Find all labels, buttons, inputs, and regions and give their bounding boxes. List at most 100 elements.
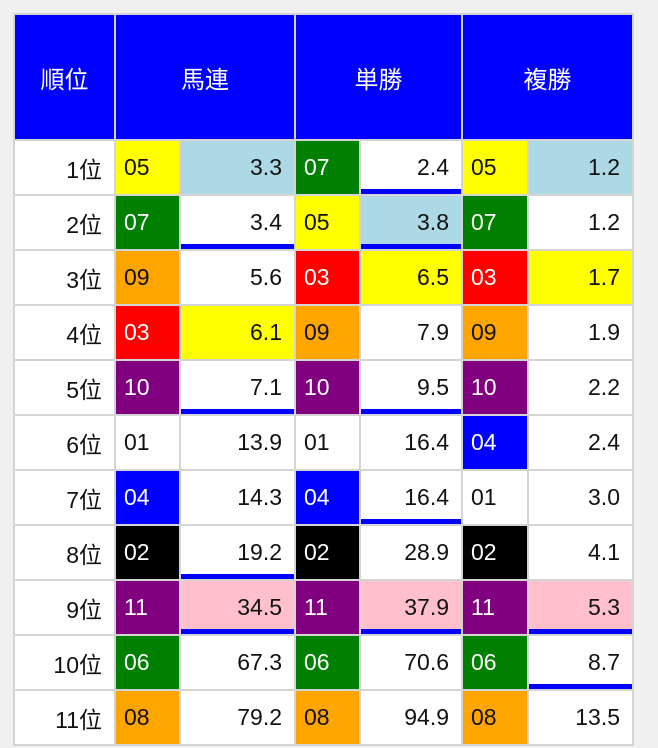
odds-text: 3.8 [417,209,449,235]
rank-cell: 8位 [13,524,116,581]
odds-text: 8.7 [588,649,620,675]
odds-text: 3.3 [250,154,282,180]
tansho-odds-value: 2.4 [359,139,463,196]
odds-text: 1.9 [588,319,620,345]
umaren-horse-number: 04 [114,469,181,526]
rank-cell: 1位 [13,139,116,196]
umaren-horse-number: 01 [114,414,181,471]
fukusho-horse-number: 11 [461,579,529,636]
umaren-horse-number: 07 [114,194,181,251]
odds-text: 3.0 [588,484,620,510]
tansho-horse-number: 05 [294,194,361,251]
odds-text: 16.4 [404,429,449,455]
rank-cell: 9位 [13,579,116,636]
umaren-odds-value: 13.9 [179,414,296,471]
table-row: 11位 08 79.2 08 94.9 08 13.5 [13,689,634,746]
odds-text: 5.3 [588,594,620,620]
rank-cell: 5位 [13,359,116,416]
odds-text: 1.7 [588,264,620,290]
tansho-odds-value: 6.5 [359,249,463,306]
fukusho-horse-number: 06 [461,634,529,691]
fukusho-horse-number: 10 [461,359,529,416]
rank-cell: 3位 [13,249,116,306]
odds-text: 16.4 [404,484,449,510]
fukusho-odds-value: 1.2 [527,194,634,251]
fukusho-odds-value: 2.2 [527,359,634,416]
odds-text: 7.1 [250,374,282,400]
umaren-odds-value: 19.2 [179,524,296,581]
odds-text: 70.6 [404,649,449,675]
odds-text: 67.3 [237,649,282,675]
odds-text: 6.1 [250,319,282,345]
table-body: 1位 05 3.3 07 2.4 05 1.2 2位 07 3.4 05 3.8 07 1.2 3位 09 5.… [13,139,634,746]
odds-underline-marker [361,519,461,524]
odds-text: 2.2 [588,374,620,400]
fukusho-odds-value: 2.4 [527,414,634,471]
tansho-odds-value: 70.6 [359,634,463,691]
scrollbar[interactable] [640,0,658,748]
table-row: 5位 10 7.1 10 9.5 10 2.2 [13,359,634,416]
odds-text: 19.2 [237,539,282,565]
tansho-horse-number: 04 [294,469,361,526]
fukusho-horse-number: 02 [461,524,529,581]
fukusho-odds-value: 1.7 [527,249,634,306]
odds-text: 6.5 [417,264,449,290]
tansho-horse-number: 02 [294,524,361,581]
tansho-horse-number: 09 [294,304,361,361]
fukusho-horse-number: 01 [461,469,529,526]
header-fukusho: 複勝 [461,13,634,141]
header-rank: 順位 [13,13,116,141]
table-row: 9位 11 34.5 11 37.9 11 5.3 [13,579,634,636]
umaren-horse-number: 11 [114,579,181,636]
umaren-odds-value: 14.3 [179,469,296,526]
tansho-horse-number: 07 [294,139,361,196]
odds-text: 9.5 [417,374,449,400]
rank-cell: 7位 [13,469,116,526]
umaren-horse-number: 08 [114,689,181,746]
odds-underline-marker [529,629,632,634]
fukusho-odds-value: 5.3 [527,579,634,636]
tansho-horse-number: 10 [294,359,361,416]
odds-underline-marker [361,189,461,194]
odds-text: 34.5 [237,594,282,620]
umaren-odds-value: 3.4 [179,194,296,251]
table-row: 1位 05 3.3 07 2.4 05 1.2 [13,139,634,196]
odds-text: 37.9 [404,594,449,620]
umaren-odds-value: 6.1 [179,304,296,361]
table-row: 6位 01 13.9 01 16.4 04 2.4 [13,414,634,471]
tansho-odds-value: 3.8 [359,194,463,251]
fukusho-odds-value: 8.7 [527,634,634,691]
odds-underline-marker [529,684,632,689]
fukusho-horse-number: 07 [461,194,529,251]
odds-underline-marker [181,574,294,579]
tansho-horse-number: 06 [294,634,361,691]
odds-underline-marker [361,409,461,414]
tansho-odds-value: 16.4 [359,414,463,471]
odds-underline-marker [181,629,294,634]
umaren-odds-value: 79.2 [179,689,296,746]
header-row: 順位 馬連 単勝 複勝 [13,13,634,141]
umaren-odds-value: 3.3 [179,139,296,196]
odds-text: 28.9 [404,539,449,565]
odds-text: 4.1 [588,539,620,565]
odds-underline-marker [181,409,294,414]
header-umaren: 馬連 [114,13,296,141]
tansho-odds-value: 16.4 [359,469,463,526]
tansho-odds-value: 7.9 [359,304,463,361]
odds-underline-marker [181,244,294,249]
tansho-horse-number: 01 [294,414,361,471]
odds-text: 13.9 [237,429,282,455]
table-row: 3位 09 5.6 03 6.5 03 1.7 [13,249,634,306]
table-row: 2位 07 3.4 05 3.8 07 1.2 [13,194,634,251]
fukusho-horse-number: 08 [461,689,529,746]
odds-underline-marker [361,244,461,249]
umaren-horse-number: 02 [114,524,181,581]
umaren-odds-value: 5.6 [179,249,296,306]
umaren-horse-number: 05 [114,139,181,196]
table-row: 7位 04 14.3 04 16.4 01 3.0 [13,469,634,526]
fukusho-odds-value: 3.0 [527,469,634,526]
fukusho-odds-value: 4.1 [527,524,634,581]
table-row: 4位 03 6.1 09 7.9 09 1.9 [13,304,634,361]
rank-cell: 11位 [13,689,116,746]
fukusho-horse-number: 03 [461,249,529,306]
